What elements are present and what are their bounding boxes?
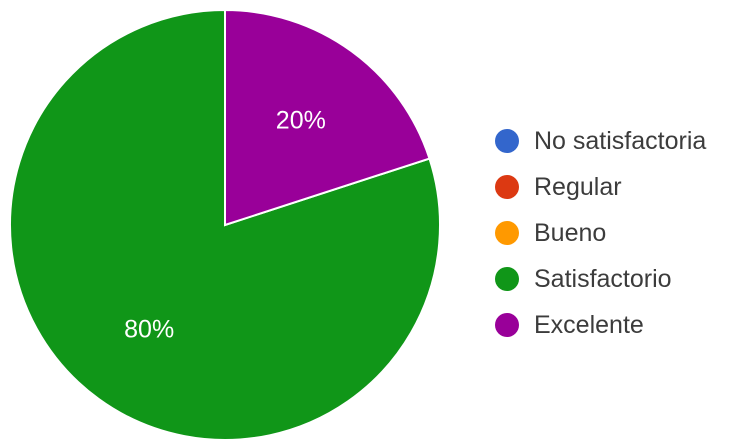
legend-marker-bueno — [495, 221, 519, 245]
legend-marker-no-satisfactoria — [495, 129, 519, 153]
slice-label-satisfactorio: 80% — [124, 315, 174, 343]
legend-label-regular: Regular — [534, 173, 622, 201]
slice-label-excelente: 20% — [276, 107, 326, 135]
legend-marker-satisfactorio — [495, 267, 519, 291]
legend-label-bueno: Bueno — [534, 219, 606, 247]
legend-label-excelente: Excelente — [534, 311, 644, 339]
legend-marker-regular — [495, 175, 519, 199]
legend: No satisfactoria Regular Bueno Satisfactori… — [495, 127, 706, 339]
slice-labels: 80% 20% — [124, 107, 326, 344]
pie-slice-excelente — [224, 8, 431, 227]
pie-slices — [9, 8, 441, 440]
legend-label-satisfactorio: Satisfactorio — [534, 265, 672, 293]
legend-marker-excelente — [495, 313, 519, 337]
legend-label-no-satisfactoria: No satisfactoria — [534, 127, 706, 155]
